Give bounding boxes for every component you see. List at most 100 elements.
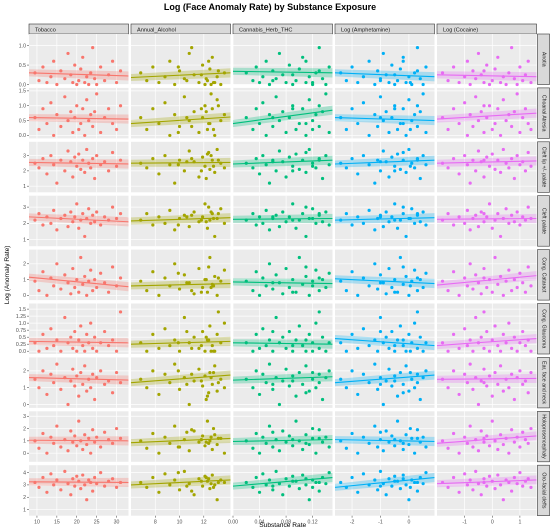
data-point: [203, 374, 207, 378]
data-point: [482, 367, 486, 371]
y-tick-label: 1.5: [19, 89, 26, 95]
x-tick-label: 0: [491, 520, 494, 526]
data-point: [281, 110, 285, 114]
data-point: [413, 480, 417, 485]
data-point: [79, 255, 83, 260]
data-point: [361, 435, 366, 439]
data-point: [49, 372, 53, 376]
data-point: [401, 447, 405, 452]
data-point: [176, 470, 180, 475]
data-point: [145, 485, 149, 489]
data-point: [451, 157, 456, 161]
data-point: [493, 255, 497, 260]
data-point: [145, 349, 149, 353]
data-point: [410, 341, 414, 345]
data-point: [110, 59, 115, 63]
data-point: [378, 79, 383, 83]
data-point: [199, 107, 203, 111]
data-point: [207, 205, 211, 209]
data-point: [498, 133, 503, 138]
data-point: [79, 167, 83, 171]
data-point: [185, 382, 189, 386]
data-point: [52, 441, 56, 445]
data-point: [87, 377, 91, 381]
data-point: [476, 449, 481, 453]
data-point: [339, 439, 343, 443]
data-point: [465, 133, 470, 138]
y-tick-label: 2: [23, 169, 26, 175]
data-point: [85, 442, 89, 447]
data-point: [211, 216, 216, 221]
data-point: [271, 484, 275, 488]
data-point: [271, 329, 275, 334]
data-point: [190, 372, 194, 376]
trend-line: [130, 479, 231, 486]
data-point: [91, 157, 95, 161]
trend-line: [28, 377, 129, 381]
data-point: [521, 382, 525, 386]
data-point: [207, 59, 211, 63]
panel-background: [29, 357, 129, 408]
data-point: [139, 161, 143, 165]
data-point: [37, 166, 41, 170]
data-point: [83, 170, 87, 175]
y-tick-label: 2: [23, 221, 26, 227]
data-point: [287, 63, 291, 67]
data-point: [91, 124, 95, 129]
data-point: [291, 379, 295, 383]
data-point: [320, 335, 325, 339]
data-point: [515, 482, 519, 486]
data-point: [209, 153, 213, 158]
data-point: [210, 55, 214, 59]
data-point: [261, 327, 265, 331]
data-point: [317, 276, 321, 280]
data-point: [151, 157, 155, 161]
data-point: [393, 277, 397, 282]
data-point: [69, 379, 73, 383]
data-point: [378, 273, 383, 277]
data-point: [85, 147, 89, 152]
data-point: [87, 478, 91, 482]
data-point: [99, 130, 103, 135]
trend-line: [28, 439, 129, 442]
data-point: [471, 287, 475, 291]
data-point: [356, 490, 360, 494]
data-point: [190, 213, 194, 217]
data-point: [339, 377, 343, 381]
data-point: [304, 338, 308, 342]
data-point: [523, 290, 528, 294]
data-point: [89, 321, 93, 325]
data-point: [350, 431, 354, 436]
data-point: [110, 265, 115, 269]
data-point: [187, 118, 191, 123]
data-point: [367, 343, 371, 348]
data-point: [350, 332, 354, 336]
data-point: [376, 387, 380, 391]
data-point: [401, 55, 405, 59]
data-point: [311, 161, 315, 165]
data-point: [307, 216, 311, 221]
data-point: [515, 82, 519, 87]
data-point: [367, 483, 371, 487]
data-point: [176, 445, 180, 449]
data-point: [311, 284, 315, 288]
data-point: [87, 436, 91, 440]
data-point: [376, 349, 380, 353]
data-point: [139, 439, 143, 443]
data-point: [81, 107, 85, 111]
y-tick-label: 3: [23, 414, 26, 420]
data-point: [176, 341, 180, 345]
data-point: [205, 127, 210, 132]
data-point: [327, 271, 331, 275]
y-tick-label: 2: [23, 262, 26, 268]
panel-background: [233, 465, 333, 516]
data-point: [393, 73, 397, 77]
data-point: [320, 110, 325, 114]
data-point: [463, 101, 467, 105]
trend-line: [334, 117, 435, 122]
data-point: [297, 67, 301, 71]
data-point: [89, 480, 93, 485]
data-point: [446, 446, 450, 450]
data-point: [95, 482, 99, 486]
data-point: [424, 445, 428, 449]
